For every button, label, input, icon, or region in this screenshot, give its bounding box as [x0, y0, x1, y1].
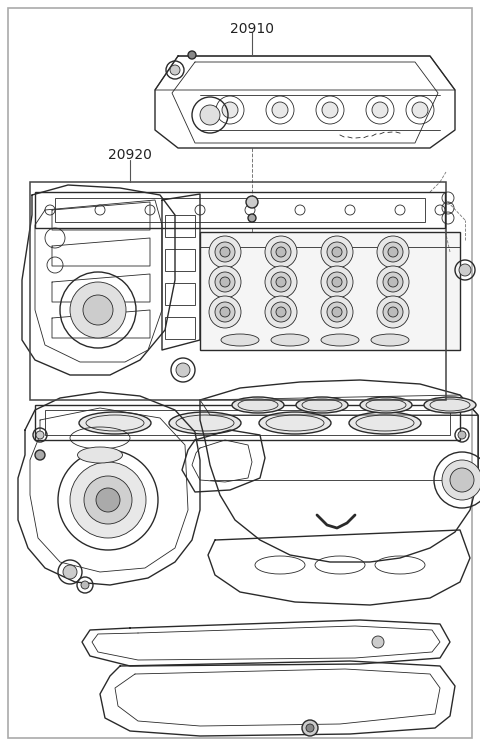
Circle shape — [220, 247, 230, 257]
Circle shape — [265, 266, 297, 298]
Ellipse shape — [77, 447, 122, 463]
Circle shape — [36, 431, 44, 439]
Circle shape — [271, 242, 291, 262]
Circle shape — [327, 302, 347, 322]
Bar — [30, 182, 446, 400]
Circle shape — [276, 277, 286, 287]
Circle shape — [332, 277, 342, 287]
Circle shape — [388, 247, 398, 257]
Circle shape — [215, 272, 235, 292]
Circle shape — [377, 236, 409, 268]
Ellipse shape — [371, 334, 409, 346]
Circle shape — [215, 302, 235, 322]
Ellipse shape — [321, 334, 359, 346]
Circle shape — [321, 266, 353, 298]
Circle shape — [383, 272, 403, 292]
Circle shape — [83, 295, 113, 325]
Circle shape — [442, 460, 480, 500]
Circle shape — [388, 307, 398, 317]
Circle shape — [321, 296, 353, 328]
Circle shape — [377, 266, 409, 298]
Circle shape — [327, 272, 347, 292]
Bar — [165, 215, 195, 237]
Circle shape — [63, 565, 77, 579]
Text: 20920: 20920 — [108, 148, 152, 162]
Circle shape — [271, 302, 291, 322]
Circle shape — [222, 102, 238, 118]
Circle shape — [170, 65, 180, 75]
Ellipse shape — [296, 397, 348, 413]
Polygon shape — [200, 232, 460, 350]
Circle shape — [332, 247, 342, 257]
Circle shape — [220, 277, 230, 287]
Circle shape — [209, 296, 241, 328]
Circle shape — [188, 51, 196, 59]
Ellipse shape — [169, 412, 241, 434]
Circle shape — [332, 307, 342, 317]
Circle shape — [459, 264, 471, 276]
Bar — [165, 317, 195, 339]
Circle shape — [215, 242, 235, 262]
Ellipse shape — [424, 397, 476, 413]
Ellipse shape — [271, 334, 309, 346]
Circle shape — [306, 724, 314, 732]
Circle shape — [209, 236, 241, 268]
Circle shape — [327, 242, 347, 262]
Circle shape — [276, 307, 286, 317]
Circle shape — [70, 462, 146, 538]
Circle shape — [265, 296, 297, 328]
Circle shape — [81, 581, 89, 589]
Circle shape — [200, 105, 220, 125]
Text: 20910: 20910 — [230, 22, 274, 36]
Ellipse shape — [360, 397, 412, 413]
Circle shape — [96, 488, 120, 512]
Circle shape — [388, 277, 398, 287]
Circle shape — [372, 636, 384, 648]
Circle shape — [70, 282, 126, 338]
Ellipse shape — [259, 412, 331, 434]
Circle shape — [276, 247, 286, 257]
Circle shape — [84, 476, 132, 524]
Circle shape — [383, 302, 403, 322]
Circle shape — [377, 296, 409, 328]
Circle shape — [248, 214, 256, 222]
Ellipse shape — [221, 334, 259, 346]
Bar — [165, 249, 195, 271]
Circle shape — [271, 272, 291, 292]
Circle shape — [372, 102, 388, 118]
Circle shape — [265, 236, 297, 268]
Circle shape — [272, 102, 288, 118]
Circle shape — [412, 102, 428, 118]
Circle shape — [35, 450, 45, 460]
Circle shape — [246, 196, 258, 208]
Circle shape — [383, 242, 403, 262]
Circle shape — [302, 720, 318, 736]
Ellipse shape — [232, 397, 284, 413]
Circle shape — [220, 307, 230, 317]
Circle shape — [450, 468, 474, 492]
Circle shape — [176, 363, 190, 377]
Circle shape — [321, 236, 353, 268]
Bar — [165, 283, 195, 305]
Ellipse shape — [79, 412, 151, 434]
Ellipse shape — [349, 412, 421, 434]
Circle shape — [322, 102, 338, 118]
Circle shape — [209, 266, 241, 298]
Circle shape — [458, 431, 466, 439]
